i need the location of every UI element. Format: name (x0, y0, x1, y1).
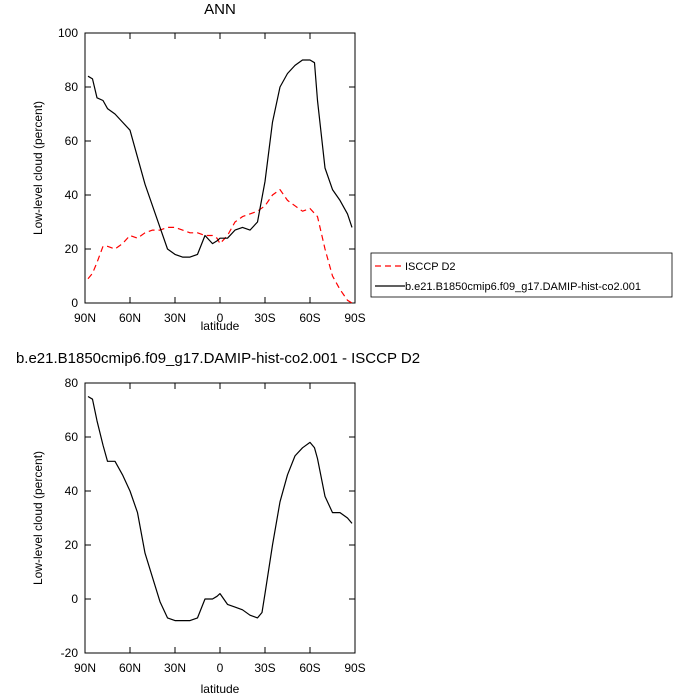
bottom-y-ticks: -20 0 20 40 60 80 (61, 376, 355, 660)
top-x-ticks: 90N 60N 30N 0 30S 60S 90S (74, 33, 366, 325)
top-x-axis-label: latitude (201, 319, 240, 333)
bottom-plot-frame (84, 382, 356, 654)
x-tick-label: 60S (299, 311, 320, 325)
series-line-model (87, 59, 353, 258)
y-tick-label: 40 (65, 484, 79, 498)
legend-label-isccp: ISCCP D2 (405, 261, 456, 273)
x-tick-label: 60S (299, 661, 320, 675)
x-tick-label: 0 (217, 661, 224, 675)
bottom-y-axis-label: Low-level cloud (percent) (31, 451, 45, 585)
x-tick-label: 90S (344, 661, 365, 675)
x-tick-label: 90N (74, 661, 96, 675)
x-tick-label: 90S (344, 311, 365, 325)
y-tick-label: -20 (61, 646, 79, 660)
bottom-x-axis-label: latitude (201, 682, 240, 696)
top-series (87, 59, 353, 304)
top-panel: ANN 90N 60N 30N 0 30S 60S 90S 0 20 40 60 80 100 lat… (31, 1, 366, 333)
x-tick-label: 30N (164, 661, 186, 675)
x-tick-label: 30S (254, 311, 275, 325)
difference-line (87, 395, 353, 622)
top-y-axis-label: Low-level cloud (percent) (31, 101, 45, 235)
y-tick-label: 20 (65, 242, 79, 256)
y-tick-label: 80 (65, 376, 79, 390)
x-tick-label: 60N (119, 661, 141, 675)
x-tick-label: 90N (74, 311, 96, 325)
series-line-isccp (87, 189, 353, 304)
bottom-series (87, 395, 353, 622)
y-tick-label: 20 (65, 538, 79, 552)
bottom-panel: b.e21.B1850cmip6.f09_g17.DAMIP-hist-co2.… (16, 350, 420, 696)
x-tick-label: 0 (217, 311, 224, 325)
y-tick-label: 0 (71, 296, 78, 310)
top-y-ticks: 0 20 40 60 80 100 (58, 26, 355, 310)
bottom-x-ticks: 90N 60N 30N 0 30S 60S 90S (74, 383, 366, 675)
y-tick-label: 100 (58, 26, 78, 40)
x-tick-label: 60N (119, 311, 141, 325)
legend-box (370, 252, 673, 298)
y-tick-label: 0 (71, 592, 78, 606)
x-tick-label: 30N (164, 311, 186, 325)
x-tick-label: 30S (254, 661, 275, 675)
y-tick-label: 60 (65, 430, 79, 444)
y-tick-label: 40 (65, 188, 79, 202)
y-tick-label: 80 (65, 80, 79, 94)
legend-label-model: b.e21.B1850cmip6.f09_g17.DAMIP-hist-co2.… (405, 281, 641, 293)
top-title: ANN (204, 1, 236, 18)
y-tick-label: 60 (65, 134, 79, 148)
legend: ISCCP D2 b.e21.B1850cmip6.f09_g17.DAMIP-… (370, 252, 673, 298)
top-plot-frame (84, 32, 356, 304)
bottom-title: b.e21.B1850cmip6.f09_g17.DAMIP-hist-co2.… (16, 350, 420, 367)
